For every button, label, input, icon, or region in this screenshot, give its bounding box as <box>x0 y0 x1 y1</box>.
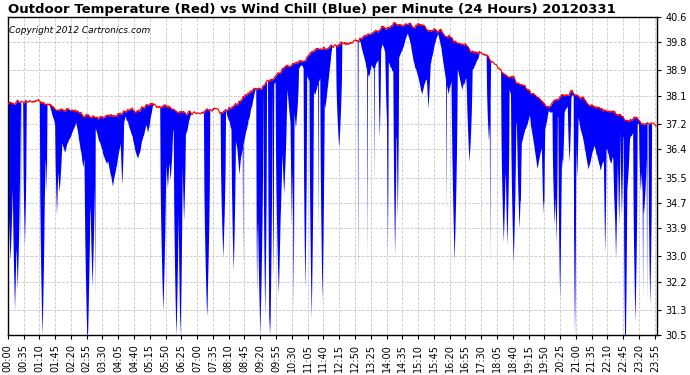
Text: Outdoor Temperature (Red) vs Wind Chill (Blue) per Minute (24 Hours) 20120331: Outdoor Temperature (Red) vs Wind Chill … <box>8 3 615 16</box>
Text: Copyright 2012 Cartronics.com: Copyright 2012 Cartronics.com <box>9 27 150 36</box>
